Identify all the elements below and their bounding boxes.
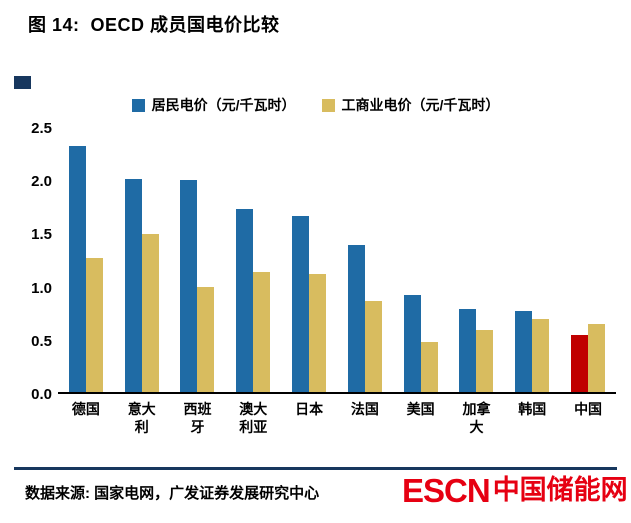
legend-item-industrial: 工商业电价（元/千瓦时） [321,95,500,115]
bar-group-2 [114,128,170,392]
bar-industrial [197,286,215,392]
figure-title: 图 14: OECD 成员国电价比较 [28,15,280,35]
bar-industrial [420,342,438,392]
bar-group-9 [504,128,560,392]
x-axis-label-text: 意大利 [127,401,156,436]
bar-group-3 [170,128,226,392]
bar-residential [236,209,254,392]
legend-swatch-industrial [321,98,335,112]
x-axis-label: 西班牙 [170,400,226,436]
escn-logo-chinese-text: 中国储能网 [492,475,628,505]
bar-industrial [141,233,159,392]
bar-residential [459,309,477,392]
x-axis-label: 中国 [560,400,616,436]
bar-residential [515,311,533,392]
legend-item-residential: 居民电价（元/千瓦时） [131,95,296,115]
escn-logo-text: ESCN [402,472,491,509]
bar-industrial [588,323,606,392]
legend-swatch-residential [131,98,145,112]
bar-industrial [476,330,494,392]
x-axis-label-text: 韩国 [518,401,547,417]
data-source-text: 数据来源: 国家电网，广发证券发展研究中心 [25,485,320,502]
bar-group-4 [225,128,281,392]
y-tick-label: 0.5 [31,332,52,350]
bar-group-7 [393,128,449,392]
bar-residential [292,216,310,392]
bar-industrial [532,318,550,392]
y-tick-label: 1.5 [31,226,52,244]
x-axis-label-text: 中国 [574,401,603,417]
x-axis-label-text: 日本 [295,401,324,417]
footer-divider [14,467,617,470]
x-axis-label: 日本 [281,400,337,436]
y-tick-label: 1.0 [31,279,52,297]
x-axis-label: 加拿大 [449,400,505,436]
bar-industrial [364,300,382,392]
x-axis-label-text: 德国 [71,401,100,417]
x-axis-label-text: 西班牙 [183,401,212,436]
escn-logo: ESCN 中国储能网 [394,471,630,510]
x-axis-label: 澳大利亚 [225,400,281,436]
y-tick-label: 2.5 [31,120,52,137]
bar-residential [124,179,142,392]
x-axis-label: 法国 [337,400,393,436]
accent-square [14,76,31,89]
x-axis-label: 韩国 [504,400,560,436]
y-tick-label: 0.0 [31,386,52,403]
bar-industrial [85,257,103,392]
bar-group-8 [449,128,505,392]
legend-label-residential: 居民电价（元/千瓦时） [151,97,296,113]
legend-label-industrial: 工商业电价（元/千瓦时） [341,97,500,113]
y-tick-label: 2.0 [31,173,52,191]
x-axis-label-text: 加拿大 [462,401,491,436]
plot-area [58,128,616,394]
x-axis-label-text: 澳大利亚 [239,401,268,436]
bar-residential [68,146,86,392]
bar-residential [347,245,365,392]
bar-group-5 [281,128,337,392]
bar-groups [58,128,616,392]
bar-group-10 [560,128,616,392]
x-axis-label-text: 法国 [350,401,379,417]
x-axis-label: 意大利 [114,400,170,436]
bar-industrial [253,271,271,392]
bar-residential [180,180,198,392]
bar-residential [571,334,589,392]
y-axis: 0.0 0.5 1.0 1.5 2.0 2.5 [10,120,52,403]
bar-industrial [309,273,327,392]
x-axis-label: 美国 [393,400,449,436]
bar-group-6 [337,128,393,392]
x-axis-label-text: 美国 [406,401,435,417]
x-axis-label: 德国 [58,400,114,436]
bar-residential [403,295,421,392]
x-axis-labels: 德国 意大利 西班牙 澳大利亚 日本 法国 美国 加拿大 韩国 中国 [58,400,616,436]
bar-group-1 [58,128,114,392]
chart-legend: 居民电价（元/千瓦时） 工商业电价（元/千瓦时） [0,95,631,115]
